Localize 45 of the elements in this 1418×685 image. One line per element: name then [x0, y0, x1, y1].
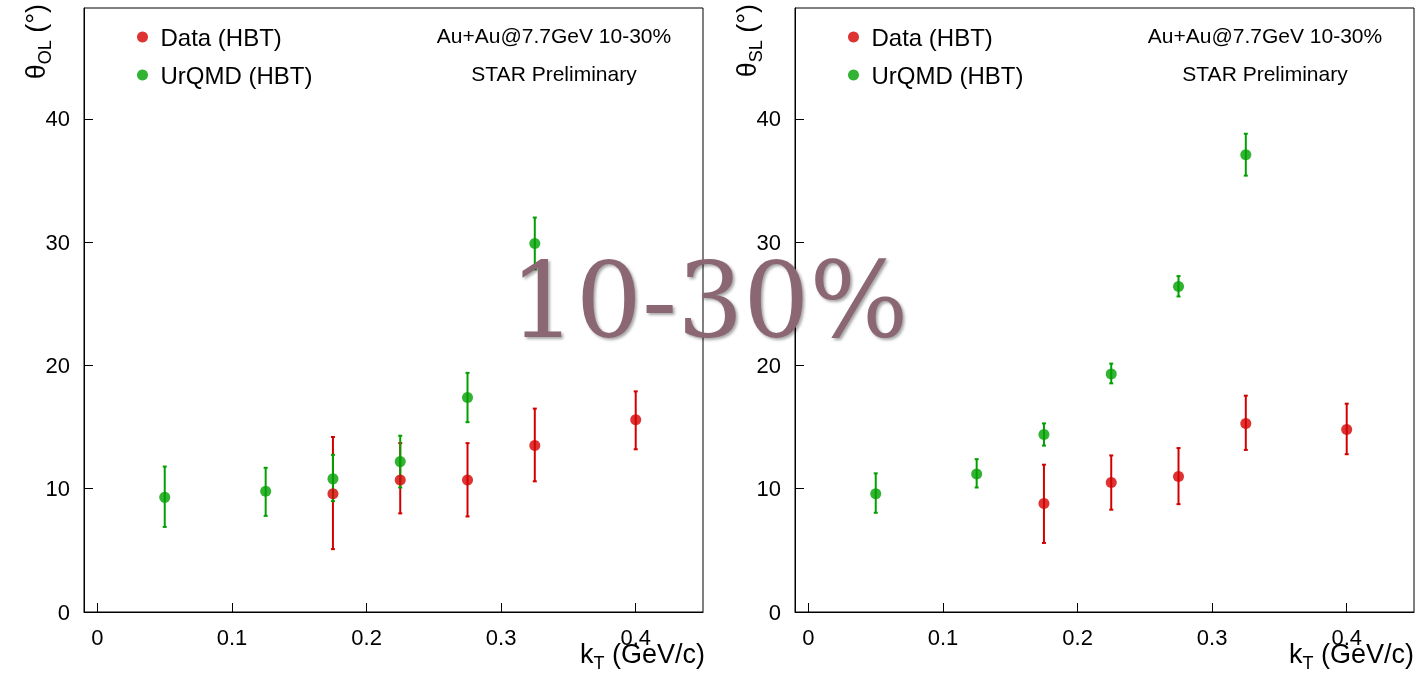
- y-tick-label: 10: [45, 476, 70, 502]
- annotation: Au+Au@7.7GeV 10-30%: [1146, 24, 1384, 48]
- point: [462, 392, 474, 404]
- legend-label: Data (HBT): [871, 23, 993, 51]
- annotation: STAR Preliminary: [470, 62, 638, 86]
- y-tick-label: 20: [45, 352, 70, 378]
- point: [870, 488, 882, 500]
- point: [394, 474, 406, 486]
- x-tick-label: 0: [802, 624, 815, 650]
- annotation: Au+Au@7.7GeV 10-30%: [435, 24, 673, 48]
- point: [1105, 477, 1117, 489]
- y-tick-label: 40: [45, 106, 70, 132]
- point: [327, 488, 339, 500]
- point: [1173, 470, 1185, 482]
- y-tick-label: 0: [768, 599, 781, 625]
- point: [159, 491, 171, 503]
- x-tick-label: 0.2: [1062, 624, 1093, 650]
- point: [1038, 498, 1050, 510]
- point: [630, 414, 642, 426]
- point: [971, 468, 983, 480]
- legend-label: Data (HBT): [160, 23, 282, 51]
- point: [1341, 424, 1353, 436]
- x-tick-label: 0.1: [927, 624, 959, 650]
- x-tick-label: 0.3: [1196, 624, 1228, 650]
- point: [1240, 417, 1252, 429]
- point: [260, 485, 272, 497]
- y-tick-label: 30: [45, 229, 70, 255]
- point: [1038, 429, 1050, 440]
- point: [1105, 368, 1117, 380]
- point: [327, 473, 339, 485]
- x-tick-label: 0.2: [351, 624, 382, 650]
- point: [394, 456, 406, 468]
- x-tick-label: 0: [91, 624, 104, 650]
- y-tick-label: 0: [57, 599, 70, 625]
- y-tick-label: 10: [756, 476, 781, 502]
- point: [1173, 281, 1185, 293]
- point: [529, 440, 541, 452]
- x-tick-label: 0.3: [485, 624, 517, 650]
- legend-label: UrQMD (HBT): [160, 61, 313, 89]
- point: [462, 474, 474, 486]
- point: [1240, 149, 1252, 161]
- y-tick-label: 40: [756, 106, 781, 132]
- x-tick-label: 0.1: [216, 624, 248, 650]
- legend-label: UrQMD (HBT): [871, 61, 1024, 89]
- annotation: STAR Preliminary: [1181, 62, 1349, 86]
